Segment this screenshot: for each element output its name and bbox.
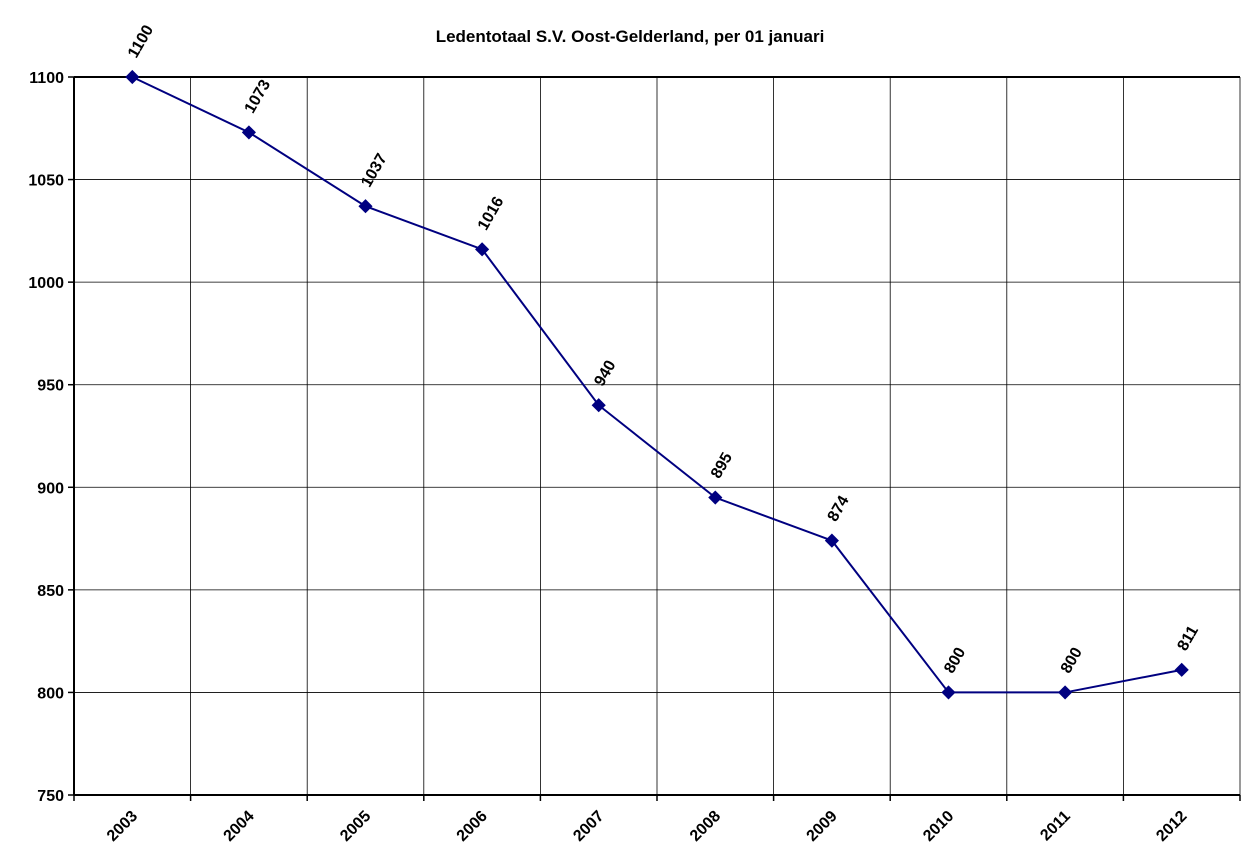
x-tick-label: 2010 xyxy=(920,808,957,845)
y-tick-label: 800 xyxy=(37,685,64,702)
point-marker xyxy=(241,125,256,140)
point-marker xyxy=(591,398,606,413)
x-tick-label: 2003 xyxy=(104,808,141,845)
point-marker xyxy=(708,490,723,505)
chart-title: Ledentotaal S.V. Oost-Gelderland, per 01… xyxy=(436,27,825,46)
data-label: 1016 xyxy=(475,194,508,233)
data-label: 895 xyxy=(708,450,736,482)
y-tick-label: 900 xyxy=(37,480,64,497)
point-marker xyxy=(358,199,373,214)
data-label: 811 xyxy=(1174,623,1202,654)
data-label: 1100 xyxy=(125,22,157,61)
data-label: 1073 xyxy=(242,77,275,116)
data-label: 800 xyxy=(1058,645,1086,677)
y-tick-label: 1000 xyxy=(28,275,64,292)
point-marker xyxy=(824,533,839,548)
x-tick-label: 2012 xyxy=(1153,808,1190,845)
point-marker xyxy=(941,685,956,700)
y-tick-label: 950 xyxy=(37,378,64,395)
x-tick-label: 2006 xyxy=(454,808,491,845)
x-tick-label: 2007 xyxy=(570,808,607,845)
line-series xyxy=(131,76,1182,694)
x-tick-label: 2004 xyxy=(221,808,258,845)
x-tick-label: 2009 xyxy=(804,808,841,845)
x-tick-label: 2008 xyxy=(687,808,724,845)
y-tick-label: 1050 xyxy=(28,173,64,190)
y-tick-label: 750 xyxy=(37,788,64,805)
data-label: 874 xyxy=(825,493,853,525)
x-tick-label: 2011 xyxy=(1037,808,1074,845)
x-tick-label: 2005 xyxy=(337,808,374,845)
point-marker xyxy=(475,242,490,257)
y-tick-label: 1100 xyxy=(29,70,64,87)
data-label: 800 xyxy=(941,645,969,677)
y-tick-label: 850 xyxy=(37,583,64,600)
data-label: 1037 xyxy=(358,151,391,190)
point-marker xyxy=(1174,662,1189,677)
point-marker xyxy=(125,69,140,85)
point-marker xyxy=(1058,685,1073,700)
